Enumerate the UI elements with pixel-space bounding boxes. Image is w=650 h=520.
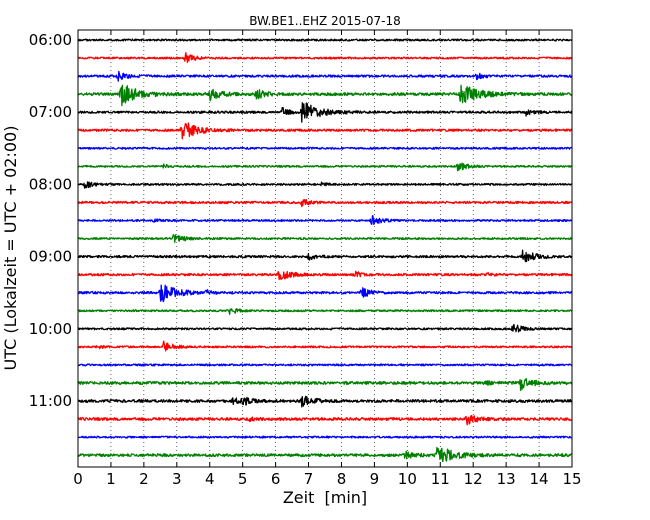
x-axis: 0 1 2 3 4 5 6 7 8 9 10 11 12 13 14 15 bbox=[73, 30, 582, 488]
y-tick-label: 08:00 bbox=[29, 175, 72, 193]
x-tick-label: 1 bbox=[106, 470, 116, 488]
x-tick-label: 12 bbox=[464, 470, 483, 488]
trace-row-0700 bbox=[77, 102, 573, 123]
trace-row-0815 bbox=[77, 199, 573, 208]
x-tick-label: 8 bbox=[337, 470, 347, 488]
y-tick-label: 11:00 bbox=[29, 392, 72, 410]
trace-row-0630 bbox=[77, 70, 573, 82]
trace-row-0600 bbox=[77, 38, 573, 42]
trace-row-0900 bbox=[77, 249, 573, 263]
x-tick-label: 15 bbox=[562, 470, 581, 488]
grid-lines bbox=[110, 30, 540, 467]
y-tick-label: 10:00 bbox=[29, 320, 72, 338]
trace-row-1100 bbox=[77, 395, 573, 408]
plot-frame bbox=[77, 29, 573, 468]
x-tick-label: 5 bbox=[238, 470, 248, 488]
x-tick-label: 6 bbox=[271, 470, 281, 488]
trace-row-0845 bbox=[77, 234, 573, 243]
trace-row-0615 bbox=[77, 52, 573, 64]
x-tick-label: 3 bbox=[172, 470, 182, 488]
x-tick-label: 13 bbox=[497, 470, 516, 488]
trace-row-0715 bbox=[77, 122, 573, 140]
trace-row-0830 bbox=[77, 214, 573, 226]
trace-row-0645 bbox=[77, 84, 573, 107]
x-tick-label: 9 bbox=[370, 470, 380, 488]
trace-row-1130 bbox=[77, 435, 573, 439]
trace-row-0800 bbox=[77, 181, 573, 189]
y-axis: 06:00 07:00 08:00 09:00 10:00 11:00 bbox=[29, 31, 572, 410]
trace-row-1115 bbox=[77, 414, 573, 426]
x-tick-label: 11 bbox=[431, 470, 450, 488]
chart-title: BW.BE1..EHZ 2015-07-18 bbox=[249, 14, 401, 28]
x-tick-label: 2 bbox=[139, 470, 149, 488]
trace-row-1145 bbox=[77, 446, 573, 463]
y-tick-label: 09:00 bbox=[29, 248, 72, 266]
trace-row-1030 bbox=[77, 363, 573, 367]
seismogram-traces bbox=[77, 38, 573, 463]
trace-row-0745 bbox=[77, 162, 573, 172]
x-tick-label: 4 bbox=[205, 470, 215, 488]
trace-row-1015 bbox=[77, 340, 573, 352]
trace-row-0945 bbox=[77, 307, 573, 316]
x-tick-label: 7 bbox=[304, 470, 314, 488]
x-tick-label: 0 bbox=[73, 470, 83, 488]
x-axis-label: Zeit [min] bbox=[283, 488, 367, 507]
trace-row-0915 bbox=[77, 270, 573, 281]
y-axis-label: UTC (Lokalzeit = UTC + 02:00) bbox=[1, 126, 20, 371]
y-tick-label: 07:00 bbox=[29, 103, 72, 121]
trace-row-1045 bbox=[77, 377, 573, 392]
trace-row-0730 bbox=[77, 146, 573, 150]
trace-row-1000 bbox=[77, 323, 573, 333]
x-tick-label: 14 bbox=[530, 470, 549, 488]
y-tick-label: 06:00 bbox=[29, 31, 72, 49]
x-tick-label: 10 bbox=[398, 470, 417, 488]
trace-row-0930 bbox=[77, 284, 573, 303]
